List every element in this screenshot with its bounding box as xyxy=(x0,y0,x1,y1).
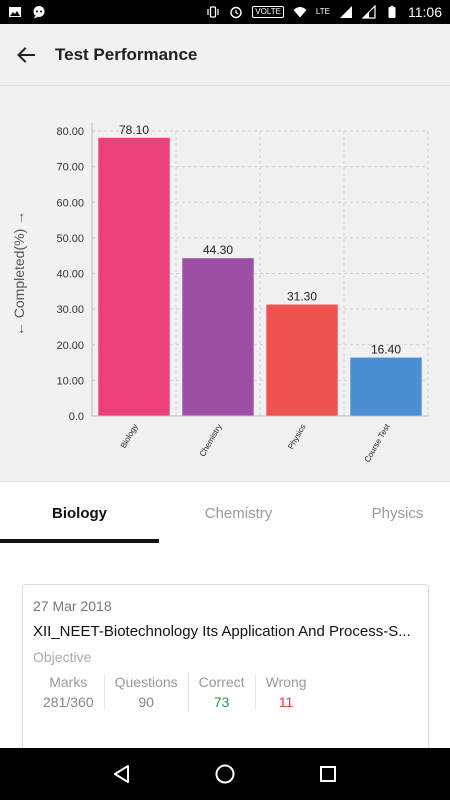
stat-questions: Questions 90 xyxy=(103,674,188,710)
y-axis-label: ← Completed(%) → xyxy=(11,211,27,336)
arrow-back-icon xyxy=(17,46,35,63)
battery-icon xyxy=(388,5,396,18)
stat-marks-value: 281/360 xyxy=(43,694,94,710)
tab-physics[interactable]: Physics xyxy=(371,504,424,522)
app-bar: Test Performance xyxy=(0,24,450,86)
bar-biology[interactable] xyxy=(98,137,170,417)
tab-chemistry[interactable]: Chemistry xyxy=(204,504,273,522)
wifi-icon xyxy=(293,7,307,18)
data-label: 44.30 xyxy=(203,243,233,257)
nav-recents-button[interactable] xyxy=(308,754,348,794)
stat-questions-label: Questions xyxy=(114,674,178,690)
stat-wrong-value: 11 xyxy=(278,694,294,710)
stat-wrong: Wrong 11 xyxy=(254,674,317,710)
alarm-icon xyxy=(230,6,242,19)
test-date: 27 Mar 2018 xyxy=(33,598,112,614)
stat-wrong-label: Wrong xyxy=(265,674,307,690)
data-label: 78.10 xyxy=(119,123,149,137)
y-tick-label: 70.00 xyxy=(56,162,84,174)
nav-back-button[interactable] xyxy=(102,754,142,794)
stat-correct: Correct 73 xyxy=(187,674,255,710)
stat-correct-value: 73 xyxy=(213,694,230,710)
system-nav-bar xyxy=(0,748,450,800)
tab-biology[interactable]: Biology xyxy=(52,504,107,522)
y-tick-label: 10.00 xyxy=(56,375,84,387)
bar-chemistry[interactable] xyxy=(182,258,254,416)
y-tick-label: 30.00 xyxy=(56,304,84,316)
y-tick-label: 20.00 xyxy=(56,340,84,352)
bar-chart: 0.0 10.00 20.00 30.00 40.00 50.00 60.00 70.00 80… xyxy=(11,123,429,464)
nav-home-icon xyxy=(215,764,235,784)
volte-badge: VOLTE xyxy=(252,6,284,18)
y-tick-label: 50.00 xyxy=(56,233,84,245)
signal-icon xyxy=(340,6,352,18)
nav-home-button[interactable] xyxy=(205,754,245,794)
signal-icon-2 xyxy=(362,5,376,19)
vibrate-icon xyxy=(207,6,219,18)
data-label: 16.40 xyxy=(371,343,401,357)
data-label: 31.30 xyxy=(287,289,317,303)
y-tick-label: 60.00 xyxy=(56,197,84,209)
tab-bar: Biology Chemistry Physics xyxy=(0,483,450,545)
bar-course-test[interactable] xyxy=(350,357,422,416)
chart-area: 0.0 10.00 20.00 30.00 40.00 50.00 60.00 70.00 80… xyxy=(0,86,450,482)
test-stats: Marks 281/360 Questions 90 Correct 73 Wr… xyxy=(33,674,317,710)
nav-recents-icon xyxy=(320,766,337,782)
test-list: 27 Mar 2018 XII_NEET-Biotechnology Its A… xyxy=(0,545,450,754)
x-tick-label: Biology xyxy=(119,423,140,450)
x-tick-label: Course Test xyxy=(363,422,392,464)
test-card[interactable]: 27 Mar 2018 XII_NEET-Biotechnology Its A… xyxy=(22,584,429,754)
stat-marks: Marks 281/360 xyxy=(33,674,104,710)
lte-label: LTE xyxy=(315,7,330,16)
x-tick-label: Chemistry xyxy=(198,423,224,459)
y-tick-label: 0.0 xyxy=(69,411,84,423)
stat-marks-label: Marks xyxy=(49,674,88,690)
back-button[interactable] xyxy=(0,24,52,86)
y-tick-label: 40.00 xyxy=(56,269,84,281)
chat-icon xyxy=(33,6,45,19)
test-title: XII_NEET-Biotechnology Its Application A… xyxy=(33,623,411,640)
bar-physics[interactable] xyxy=(266,304,338,416)
tab-indicator xyxy=(0,539,159,543)
y-tick-label: 80.00 xyxy=(56,126,84,138)
x-tick-label: Physics xyxy=(286,423,308,451)
nav-back-icon xyxy=(113,765,129,783)
page-title: Test Performance xyxy=(55,44,198,64)
stat-questions-value: 90 xyxy=(138,694,154,710)
stat-correct-label: Correct xyxy=(198,674,245,690)
image-icon xyxy=(9,7,21,17)
test-type: Objective xyxy=(33,649,92,665)
status-bar: VOLTE LTE 11:06 xyxy=(0,0,450,24)
status-time: 11:06 xyxy=(408,4,442,20)
